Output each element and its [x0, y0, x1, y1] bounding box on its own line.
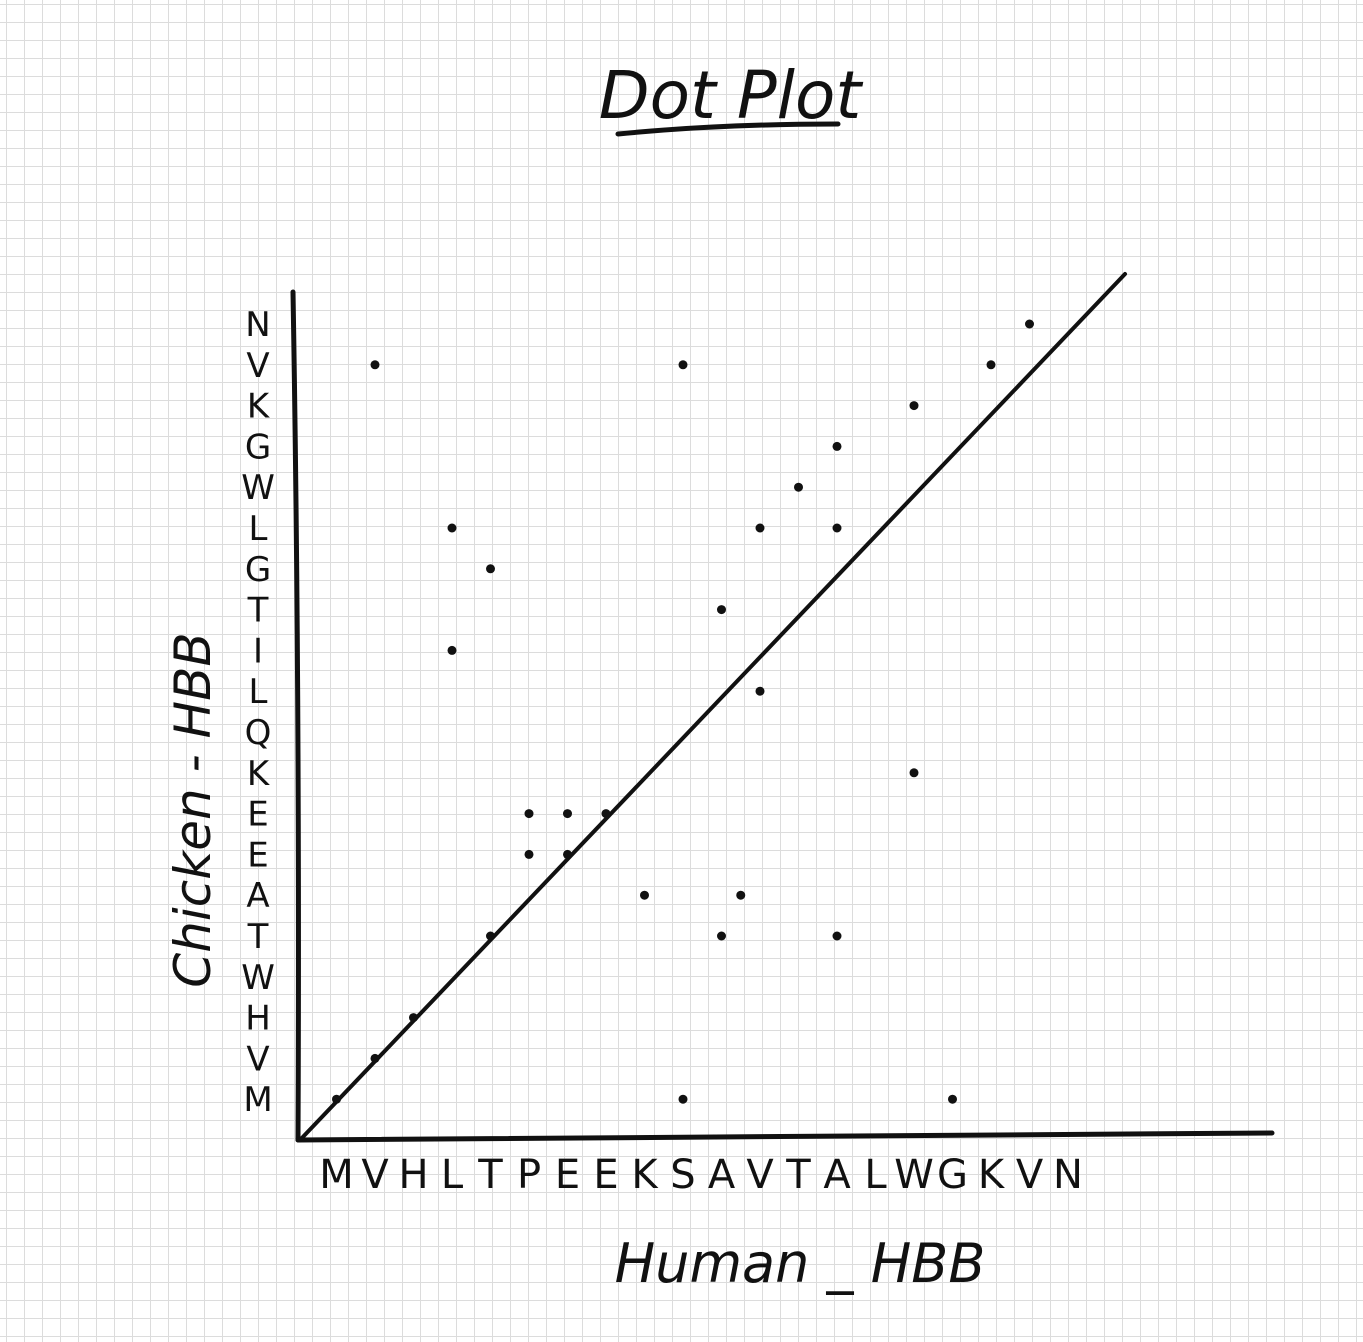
x-tick-label: S	[670, 1152, 695, 1198]
chart-title: Dot Plot	[599, 57, 864, 134]
diagonal-line	[298, 272, 1127, 1142]
data-point	[447, 523, 457, 533]
data-point	[370, 360, 380, 370]
data-point	[755, 686, 765, 696]
data-point	[524, 849, 534, 859]
x-tick-label: L	[864, 1152, 887, 1198]
title-underline	[615, 121, 841, 137]
y-tick-label: W	[241, 468, 275, 508]
x-tick-label: V	[1016, 1152, 1044, 1198]
x-tick-label: W	[894, 1152, 934, 1198]
data-point	[678, 360, 688, 370]
y-tick-label: T	[247, 591, 269, 631]
y-tick-label: Q	[245, 713, 272, 753]
y-tick-label: G	[245, 427, 271, 467]
x-tick-label: T	[785, 1152, 811, 1198]
x-tick-label: V	[746, 1152, 774, 1198]
x-tick-label: H	[398, 1152, 428, 1198]
x-tick-label: T	[477, 1152, 503, 1198]
x-tick-label: K	[631, 1152, 659, 1198]
data-point	[736, 890, 746, 900]
data-point	[524, 809, 534, 819]
data-point	[948, 1094, 957, 1104]
data-point	[678, 1094, 688, 1104]
y-tick-label: H	[245, 999, 271, 1039]
y-tick-label: G	[245, 550, 271, 590]
x-axis-label: Human _ HBB	[615, 1232, 986, 1295]
x-tick-label: E	[555, 1152, 580, 1198]
y-tick-label: L	[249, 509, 268, 549]
data-point	[717, 931, 726, 941]
data-point	[563, 809, 572, 819]
x-axis-line	[295, 1130, 1275, 1143]
data-point	[909, 768, 919, 778]
data-point	[486, 931, 495, 941]
y-tick-label: E	[247, 835, 268, 875]
data-point	[832, 523, 842, 533]
data-point	[370, 1053, 380, 1063]
x-tick-label: A	[708, 1152, 736, 1198]
data-point	[332, 1094, 341, 1104]
data-point	[563, 849, 572, 859]
x-tick-label: L	[441, 1152, 464, 1198]
x-tick-label: G	[937, 1152, 968, 1198]
y-axis-line	[290, 289, 301, 1143]
y-tick-label: L	[249, 672, 268, 712]
x-tick-label: A	[823, 1152, 851, 1198]
data-point	[601, 809, 611, 819]
data-point	[486, 564, 495, 574]
y-tick-label: K	[247, 387, 271, 427]
y-tick-label: M	[243, 1080, 272, 1120]
data-point	[986, 360, 996, 370]
x-tick-label: V	[361, 1152, 389, 1198]
x-tick-label: N	[1053, 1152, 1083, 1198]
y-tick-label: E	[247, 795, 268, 835]
data-point	[409, 1013, 418, 1023]
data-point	[909, 401, 919, 411]
y-tick-label: A	[246, 876, 269, 916]
y-axis-label: Chicken - HBB	[164, 632, 222, 987]
y-tick-label: N	[245, 305, 270, 345]
data-point	[832, 931, 842, 941]
x-tick-label: P	[517, 1152, 541, 1198]
y-tick-label: I	[253, 631, 263, 671]
y-tick-label: V	[246, 346, 269, 386]
y-tick-label: W	[241, 958, 275, 998]
data-point	[447, 645, 457, 655]
y-tick-label: K	[247, 754, 271, 794]
data-point	[640, 890, 649, 900]
x-tick-label: E	[593, 1152, 618, 1198]
data-point	[832, 441, 842, 451]
data-point	[1025, 319, 1034, 329]
data-point	[794, 482, 803, 492]
data-point	[755, 523, 765, 533]
data-point	[717, 605, 726, 615]
points-layer	[332, 319, 1034, 1104]
x-tick-label: M	[319, 1152, 354, 1198]
y-tick-label: V	[246, 1039, 269, 1079]
x-tick-label: K	[978, 1152, 1006, 1198]
y-tick-label: T	[247, 917, 269, 957]
